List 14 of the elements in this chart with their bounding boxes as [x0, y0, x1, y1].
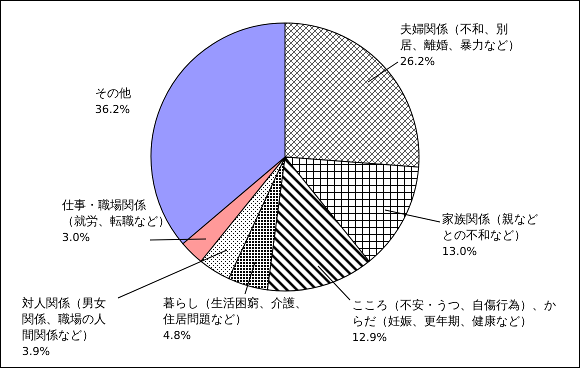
- data-label: 3.9%: [22, 345, 50, 358]
- slice-label: 暮らし（生活困窮、介護、住居問題など）: [162, 296, 307, 326]
- data-label: 3.0%: [62, 231, 90, 244]
- data-label: 4.8%: [163, 329, 191, 342]
- slice-label: 夫婦関係（不和、別居、離婚、暴力など）: [400, 22, 520, 52]
- slice-label: その他: [95, 86, 131, 100]
- data-label: 26.2%: [400, 55, 435, 68]
- data-label: 36.2%: [95, 103, 130, 116]
- slice-label: 対人関係（男女関係、職場の人間関係など）: [22, 296, 106, 342]
- data-label: 13.0%: [442, 245, 477, 258]
- slice-label: 仕事・職場関係（就労、転職など）: [61, 198, 170, 228]
- slice-label: こころ（不安・うつ、自傷行為）、からだ（妊娠、更年期、健康など）: [352, 298, 556, 328]
- data-label: 12.9%: [352, 331, 387, 344]
- slice-label: 家族関係（親などとの不和など）: [442, 212, 538, 242]
